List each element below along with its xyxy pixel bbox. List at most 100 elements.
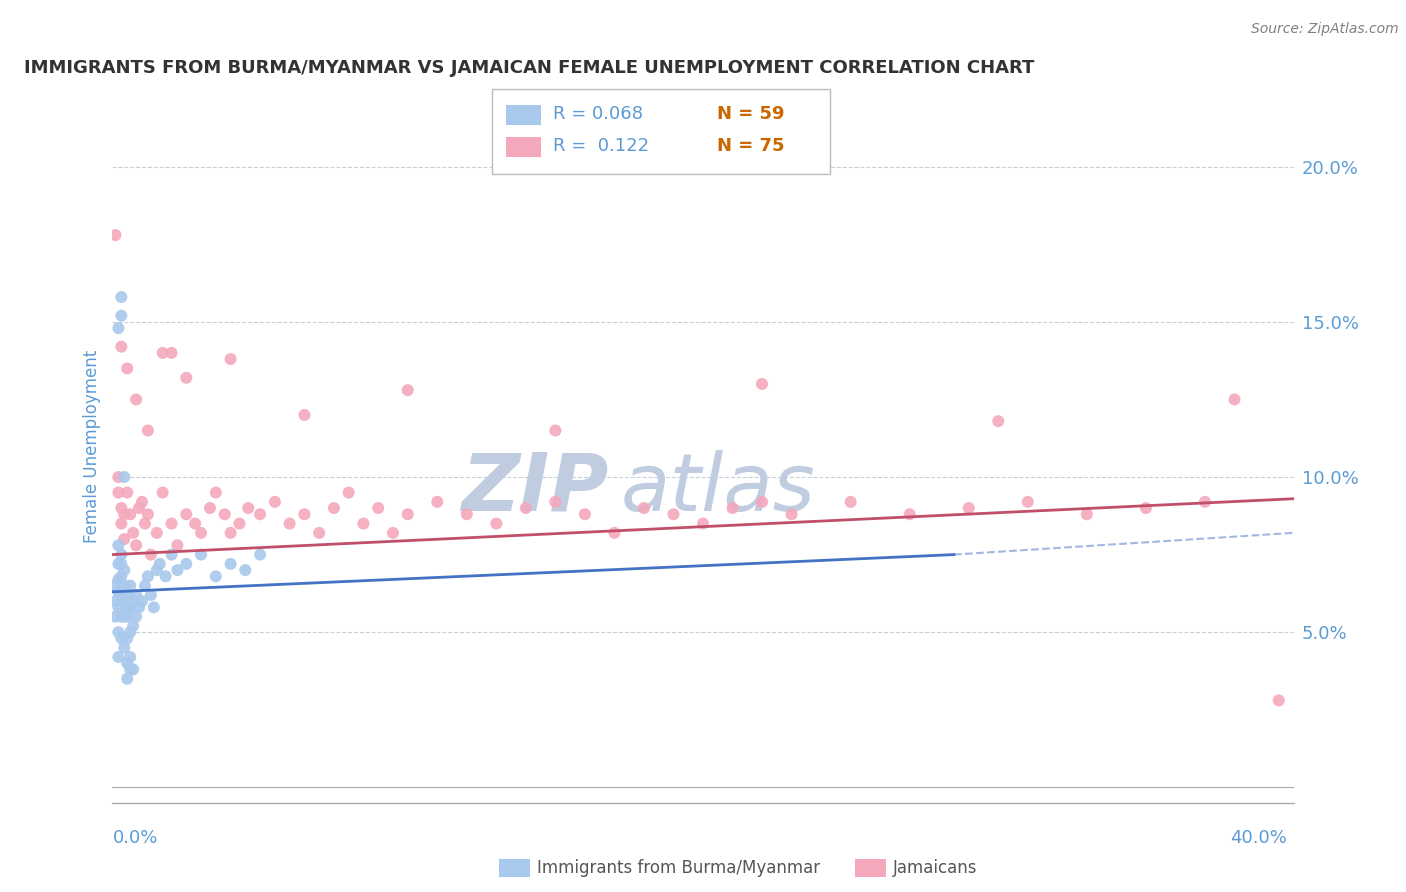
Point	[112, 579, 135, 593]
Point	[382, 525, 405, 540]
Point	[117, 485, 138, 500]
Point	[120, 650, 142, 665]
Point	[107, 584, 129, 599]
Point	[249, 548, 271, 562]
Text: atlas: atlas	[620, 450, 815, 528]
Point	[120, 662, 142, 676]
Point	[190, 548, 212, 562]
Point	[426, 495, 449, 509]
Point	[1223, 392, 1246, 407]
Point	[104, 579, 127, 593]
Point	[367, 501, 389, 516]
Point	[146, 525, 169, 540]
Point	[112, 640, 135, 655]
Point	[780, 508, 803, 522]
Point	[110, 609, 132, 624]
Point	[117, 588, 138, 602]
Point	[233, 563, 256, 577]
Point	[128, 600, 150, 615]
Point	[544, 424, 567, 438]
Point	[292, 408, 315, 422]
Point	[219, 557, 242, 571]
Point	[898, 508, 921, 522]
Point	[214, 508, 236, 522]
Point	[264, 495, 287, 509]
Point	[136, 508, 159, 522]
Point	[166, 538, 188, 552]
Point	[308, 525, 330, 540]
Point	[117, 609, 138, 624]
Point	[174, 557, 197, 571]
Point	[160, 548, 183, 562]
Point	[662, 508, 685, 522]
Point	[139, 588, 162, 602]
Point	[117, 361, 138, 376]
Point	[107, 573, 129, 587]
Point	[117, 672, 138, 686]
Text: N = 59: N = 59	[717, 105, 785, 123]
Point	[292, 508, 315, 522]
Point	[485, 516, 508, 531]
Point	[278, 516, 301, 531]
Point	[110, 290, 132, 304]
Point	[107, 321, 129, 335]
Point	[110, 557, 132, 571]
Point	[633, 501, 655, 516]
Point	[337, 485, 360, 500]
Point	[131, 495, 153, 509]
Point	[160, 346, 183, 360]
Point	[117, 632, 138, 646]
Text: Source: ZipAtlas.com: Source: ZipAtlas.com	[1251, 22, 1399, 37]
Point	[112, 594, 135, 608]
Point	[120, 579, 142, 593]
Point	[125, 609, 148, 624]
Y-axis label: Female Unemployment: Female Unemployment	[83, 350, 101, 542]
Point	[515, 501, 537, 516]
Point	[110, 340, 132, 354]
Point	[751, 376, 773, 391]
Point	[125, 392, 148, 407]
Point	[136, 569, 159, 583]
Point	[112, 508, 135, 522]
Point	[166, 563, 188, 577]
Point	[104, 594, 127, 608]
Text: N = 75: N = 75	[717, 137, 785, 155]
Point	[839, 495, 862, 509]
Point	[1268, 693, 1291, 707]
Point	[107, 600, 129, 615]
Point	[142, 600, 165, 615]
Point	[117, 656, 138, 670]
Point	[110, 548, 132, 562]
Point	[603, 525, 626, 540]
Point	[396, 383, 419, 397]
Text: Jamaicans: Jamaicans	[893, 859, 977, 877]
Point	[205, 569, 228, 583]
Point	[249, 508, 271, 522]
Point	[152, 485, 174, 500]
Text: 0.0%: 0.0%	[112, 830, 157, 847]
Point	[110, 501, 132, 516]
Point	[110, 632, 132, 646]
Point	[120, 508, 142, 522]
Point	[987, 414, 1010, 428]
Point	[160, 516, 183, 531]
Point	[117, 600, 138, 615]
Point	[104, 227, 127, 242]
Point	[110, 516, 132, 531]
Point	[107, 470, 129, 484]
Text: Immigrants from Burma/Myanmar: Immigrants from Burma/Myanmar	[537, 859, 820, 877]
Point	[110, 594, 132, 608]
Point	[396, 508, 419, 522]
Point	[219, 352, 242, 367]
Point	[107, 650, 129, 665]
Point	[122, 594, 145, 608]
Point	[122, 662, 145, 676]
Point	[1017, 495, 1039, 509]
Point	[134, 579, 156, 593]
Point	[1194, 495, 1216, 509]
Point	[957, 501, 980, 516]
Point	[174, 508, 197, 522]
Point	[149, 557, 172, 571]
Point	[198, 501, 221, 516]
Point	[456, 508, 478, 522]
